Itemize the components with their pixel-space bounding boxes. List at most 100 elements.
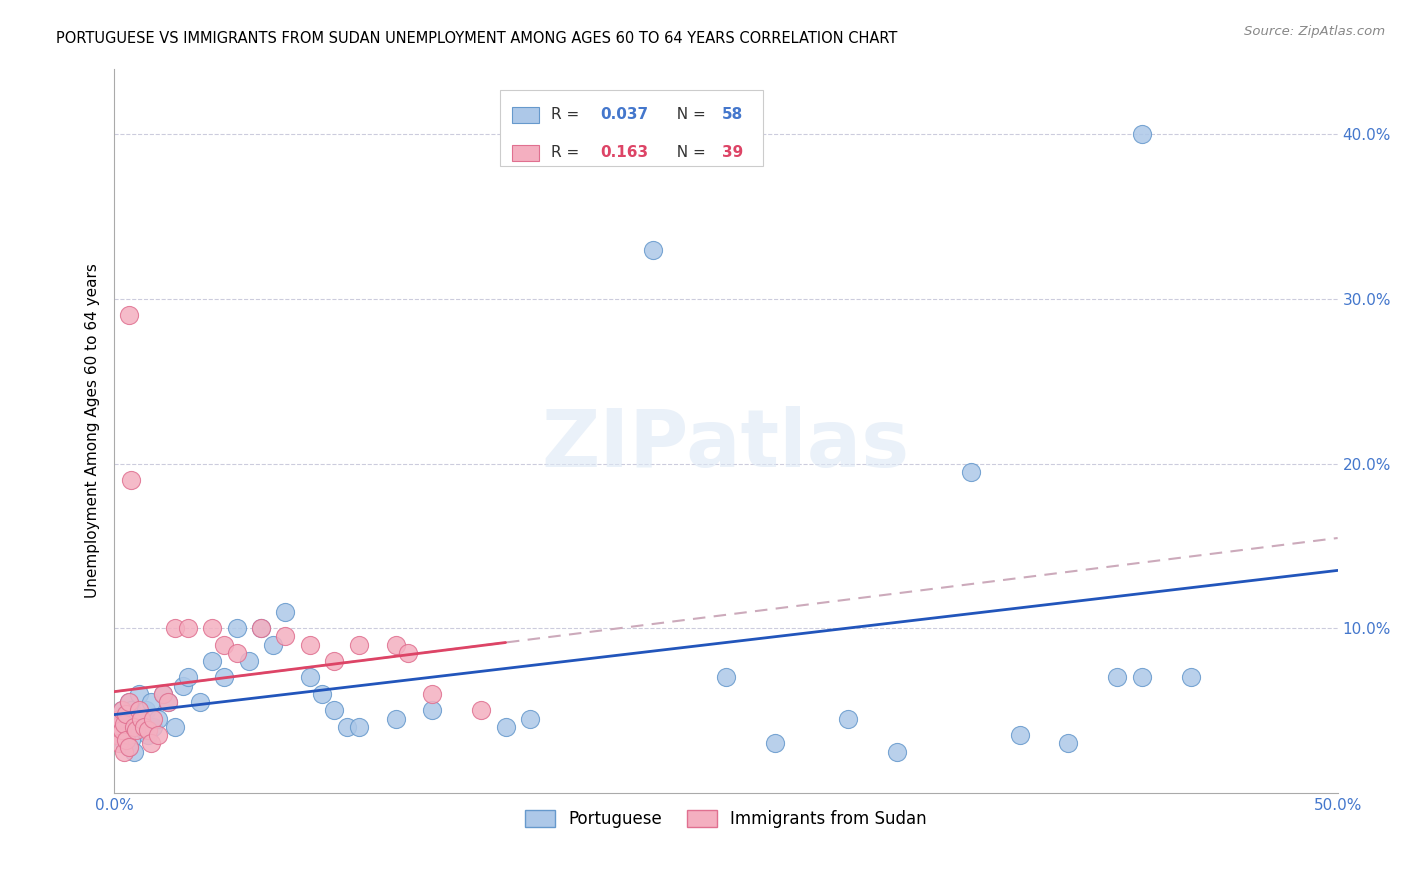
Point [125, 720, 148, 734]
Point [176, 621, 198, 635]
Point [125, 723, 148, 738]
Point [311, 687, 333, 701]
Point [959, 465, 981, 479]
Point [122, 720, 145, 734]
Point [112, 736, 135, 750]
Point [336, 720, 359, 734]
FancyBboxPatch shape [512, 145, 538, 161]
Point [112, 716, 135, 731]
Point [105, 720, 128, 734]
Point [132, 720, 155, 734]
Point [201, 654, 224, 668]
Point [165, 720, 187, 734]
Point [396, 646, 419, 660]
Point [115, 706, 138, 721]
Point [138, 723, 160, 738]
Text: N =: N = [668, 145, 711, 161]
Point [495, 720, 517, 734]
Point [837, 712, 859, 726]
Point [1008, 728, 1031, 742]
Point [172, 679, 194, 693]
Text: PORTUGUESE VS IMMIGRANTS FROM SUDAN UNEMPLOYMENT AMONG AGES 60 TO 64 YEARS CORRE: PORTUGUESE VS IMMIGRANTS FROM SUDAN UNEM… [56, 31, 897, 46]
Point [470, 703, 492, 717]
Point [138, 728, 160, 742]
Point [214, 670, 236, 684]
Text: ZIPatlas: ZIPatlas [541, 406, 910, 484]
Point [225, 646, 247, 660]
Point [118, 695, 141, 709]
Point [120, 733, 142, 747]
Point [274, 629, 297, 643]
Point [108, 712, 131, 726]
Text: R =: R = [551, 145, 583, 161]
Point [118, 695, 141, 709]
Point [105, 728, 128, 742]
Text: 0.037: 0.037 [600, 107, 648, 122]
FancyBboxPatch shape [512, 107, 538, 123]
Point [108, 712, 131, 726]
Point [641, 243, 664, 257]
Point [152, 687, 174, 701]
FancyBboxPatch shape [499, 90, 762, 166]
Point [323, 703, 346, 717]
Point [347, 720, 370, 734]
Point [118, 739, 141, 754]
Point [110, 723, 132, 738]
Point [157, 695, 180, 709]
Point [165, 621, 187, 635]
Point [238, 654, 260, 668]
Point [420, 687, 443, 701]
Point [120, 473, 142, 487]
Point [201, 621, 224, 635]
Y-axis label: Unemployment Among Ages 60 to 64 years: Unemployment Among Ages 60 to 64 years [86, 263, 100, 598]
Point [384, 712, 406, 726]
Point [105, 720, 128, 734]
Point [347, 638, 370, 652]
Text: 58: 58 [723, 107, 744, 122]
Point [115, 731, 138, 746]
Point [148, 728, 170, 742]
Text: 0.163: 0.163 [600, 145, 648, 161]
Point [250, 621, 273, 635]
Point [886, 745, 908, 759]
Point [274, 605, 297, 619]
Text: Source: ZipAtlas.com: Source: ZipAtlas.com [1244, 25, 1385, 38]
Point [129, 712, 152, 726]
Point [1130, 670, 1153, 684]
Point [142, 712, 165, 726]
Point [214, 638, 236, 652]
Point [142, 720, 165, 734]
Point [1057, 736, 1080, 750]
Point [115, 733, 138, 747]
Point [110, 723, 132, 738]
Point [188, 695, 211, 709]
Point [250, 621, 273, 635]
Point [108, 736, 131, 750]
Point [110, 703, 132, 717]
Point [122, 745, 145, 759]
Point [152, 687, 174, 701]
Point [157, 695, 180, 709]
Point [139, 736, 162, 750]
Point [118, 309, 141, 323]
Point [298, 670, 321, 684]
Point [139, 695, 162, 709]
Point [384, 638, 406, 652]
Point [135, 703, 157, 717]
Point [110, 703, 132, 717]
Legend: Portuguese, Immigrants from Sudan: Portuguese, Immigrants from Sudan [519, 804, 934, 835]
Text: 39: 39 [723, 145, 744, 161]
Point [1130, 128, 1153, 142]
Text: N =: N = [668, 107, 711, 122]
Point [128, 703, 150, 717]
Point [763, 736, 786, 750]
Point [262, 638, 284, 652]
Point [128, 687, 150, 701]
Point [1180, 670, 1202, 684]
Point [1107, 670, 1129, 684]
Point [714, 670, 737, 684]
Point [420, 703, 443, 717]
Point [120, 703, 142, 717]
Point [112, 745, 135, 759]
Point [115, 706, 138, 721]
